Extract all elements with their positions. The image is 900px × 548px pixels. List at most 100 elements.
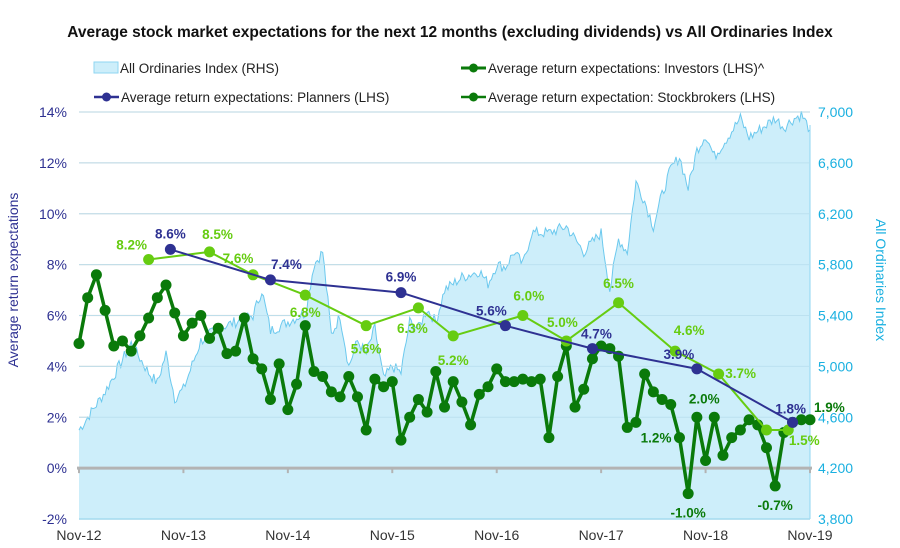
data-point-investors [700, 454, 712, 466]
data-point-investors [804, 414, 816, 426]
y-tick-label: 14% [39, 104, 67, 120]
data-point-investors [517, 373, 529, 385]
y2-tick-label: 5,000 [818, 358, 853, 374]
x-tick-label: Nov-17 [579, 527, 624, 543]
legend-marker-planners [102, 92, 111, 102]
data-point-investors [125, 345, 137, 357]
data-label-stockbrokers: 5.2% [438, 353, 469, 368]
data-label-stockbrokers: 6.3% [397, 321, 428, 336]
y-tick-label: -2% [42, 511, 67, 527]
data-point-investors [90, 269, 102, 281]
data-point-investors [682, 488, 694, 500]
legend-label-index: All Ordinaries Index (RHS) [120, 61, 279, 76]
legend-marker-stockbrokers [469, 92, 478, 102]
y2-tick-label: 5,800 [818, 257, 853, 273]
data-label-stockbrokers: 5.0% [547, 315, 578, 330]
data-point-investors [430, 365, 442, 377]
data-label-stockbrokers: 3.7% [725, 366, 756, 381]
legend-label-investors: Average return expectations: Investors (… [488, 61, 765, 76]
data-point-planners [264, 274, 276, 286]
data-point-investors [439, 401, 450, 413]
data-point-investors [708, 411, 720, 423]
data-point-investors [421, 406, 433, 418]
data-point-investors [412, 393, 424, 405]
data-point-stockbrokers [713, 368, 725, 380]
data-label-stockbrokers: 5.6% [351, 342, 382, 357]
data-point-investors [621, 421, 633, 433]
data-point-investors [465, 419, 477, 431]
data-point-investors [456, 396, 468, 408]
data-label-investors: -1.0% [671, 506, 706, 521]
y-tick-label: 6% [47, 308, 67, 324]
y-tick-label: 0% [47, 460, 67, 476]
data-label-stockbrokers: 6.0% [513, 289, 544, 304]
data-point-investors [99, 304, 111, 316]
legend: All Ordinaries Index (RHS) Average retur… [93, 61, 775, 105]
x-tick-label: Nov-16 [474, 527, 519, 543]
data-point-investors [665, 399, 677, 411]
data-point-planners [164, 243, 176, 255]
data-point-investors [117, 335, 129, 347]
data-point-stockbrokers [447, 330, 459, 342]
data-point-planners [691, 363, 703, 375]
data-point-investors [343, 371, 355, 383]
x-tick-label: Nov-14 [265, 527, 310, 543]
data-label-stockbrokers: 1.5% [789, 433, 820, 448]
data-point-investors [169, 307, 181, 319]
data-point-stockbrokers [412, 302, 424, 314]
chart-title: Average stock market expectations for th… [67, 24, 833, 41]
data-point-investors [299, 320, 311, 332]
data-point-investors [639, 368, 651, 380]
data-point-investors [186, 317, 198, 329]
data-point-stockbrokers [360, 320, 372, 332]
y2-tick-label: 3,800 [818, 511, 853, 527]
data-point-investors [404, 411, 416, 423]
legend-item-planners: Average return expectations: Planners (L… [94, 90, 389, 105]
data-point-stockbrokers [143, 254, 155, 266]
data-point-investors [647, 386, 659, 398]
index-line [78, 111, 811, 431]
data-label-planners: 6.9% [386, 270, 417, 285]
data-point-investors [177, 330, 189, 342]
x-tick-label: Nov-18 [683, 527, 728, 543]
data-label-stockbrokers: 6.8% [290, 305, 321, 320]
legend-label-planners: Average return expectations: Planners (L… [121, 90, 389, 105]
data-point-investors [273, 358, 285, 370]
data-point-investors [769, 480, 781, 492]
data-point-investors [291, 378, 303, 390]
data-point-investors [795, 414, 807, 426]
data-point-investors [386, 376, 398, 388]
data-point-investors [526, 376, 538, 388]
data-point-investors [630, 416, 642, 428]
x-tick-label: Nov-15 [370, 527, 415, 543]
y2-tick-label: 4,200 [818, 460, 853, 476]
y-tick-label: 8% [47, 257, 67, 273]
legend-label-stockbrokers: Average return expectation: Stockbrokers… [488, 90, 775, 105]
data-point-investors [360, 424, 372, 436]
y-tick-label: 4% [47, 358, 67, 374]
data-point-investors [734, 424, 746, 436]
right-axis-ticks: 3,800 4,200 4,600 5,000 5,400 5,800 6,200 6,600… [818, 104, 853, 527]
data-point-investors [691, 411, 703, 423]
data-label-stockbrokers: 7.6% [223, 251, 254, 266]
y-tick-label: 12% [39, 155, 67, 171]
legend-marker-investors [469, 63, 478, 73]
data-point-investors [508, 376, 520, 388]
left-axis-title: Average return expectations [5, 193, 21, 368]
right-axis-title: All Ordinaries Index [873, 219, 889, 341]
y-tick-label: 2% [47, 409, 67, 425]
data-point-investors [656, 393, 668, 405]
data-point-investors [491, 363, 503, 375]
legend-item-stockbrokers: Average return expectation: Stockbrokers… [461, 90, 775, 105]
data-point-stockbrokers [204, 246, 216, 258]
data-point-investors [447, 376, 459, 388]
data-point-stockbrokers [517, 310, 529, 321]
data-point-investors [108, 340, 120, 352]
data-point-investors [534, 373, 546, 385]
data-point-investors [308, 365, 320, 377]
data-label-stockbrokers: 8.5% [202, 227, 233, 242]
x-axis-ticks: Nov-12 Nov-13 Nov-14 Nov-15 Nov-16 Nov-17 Nov-… [56, 527, 832, 543]
data-point-investors [760, 442, 772, 454]
data-point-investors [325, 386, 337, 398]
data-labels: 8.6% 7.4% 6.9% 5.6% 4.7% 3.9% 1.8% 8.2% 8.5% 7.6%… [116, 226, 845, 520]
